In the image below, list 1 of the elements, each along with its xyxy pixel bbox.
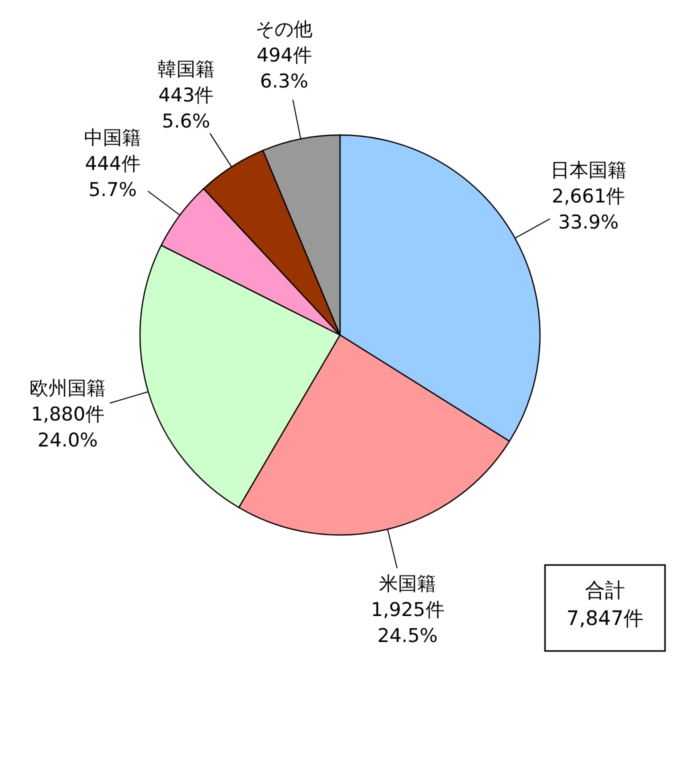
- annotation: 合計 7,847件: [566, 578, 644, 630]
